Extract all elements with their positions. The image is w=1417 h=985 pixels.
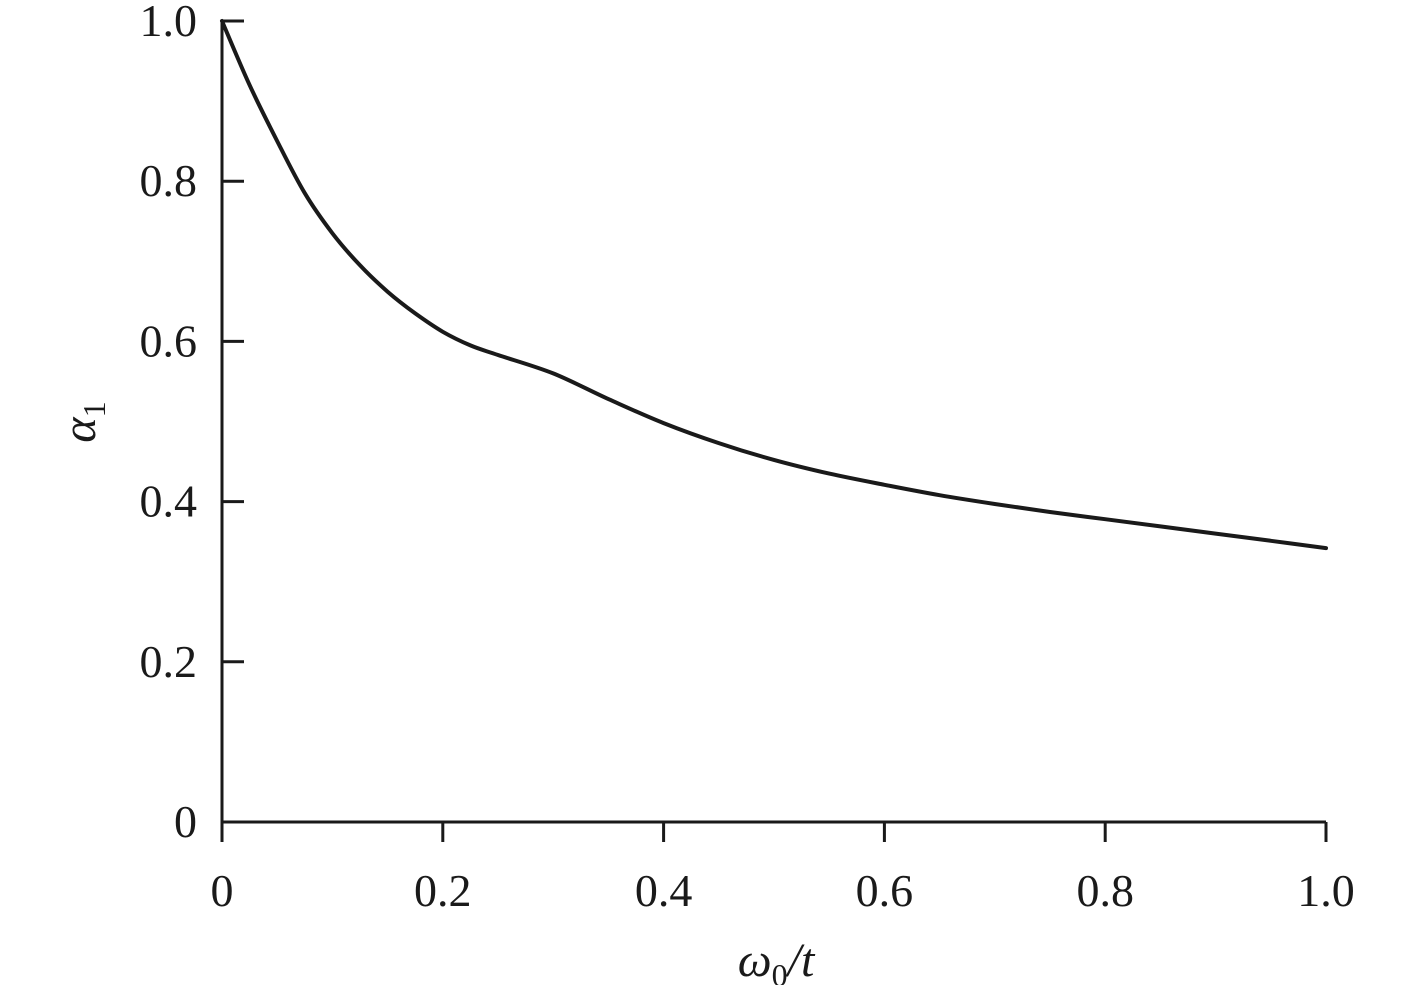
x-tick-label: 0.4 xyxy=(635,865,693,916)
x-axis-title-main: ω xyxy=(738,934,772,985)
y-axis-title-subscript: 1 xyxy=(76,401,112,417)
y-tick-label: 0.4 xyxy=(140,476,198,527)
x-axis-title-tail: /t xyxy=(785,934,816,985)
x-tick-label: 1.0 xyxy=(1297,865,1355,916)
x-axis-title: ω0/t xyxy=(738,934,816,985)
series-line xyxy=(220,19,1328,551)
y-axis-title: α1 xyxy=(53,401,112,442)
y-tick-label: 0.2 xyxy=(140,636,198,687)
y-tick-label: 0 xyxy=(174,796,197,847)
y-axis: 0 0.2 0.4 0.6 0.8 1.0 xyxy=(140,0,244,847)
x-tick-label: 0.6 xyxy=(856,865,914,916)
x-axis: 0 0.2 0.4 0.6 0.8 1.0 xyxy=(211,820,1355,916)
x-axis-title-subscript: 0 xyxy=(772,957,788,985)
x-tick-label: 0 xyxy=(211,865,234,916)
y-tick-label: 0.8 xyxy=(140,155,198,206)
x-tick-label: 0.8 xyxy=(1076,865,1134,916)
x-tick-label: 0.2 xyxy=(414,865,472,916)
y-tick-label: 1.0 xyxy=(140,0,198,46)
y-tick-label: 0.6 xyxy=(140,315,198,366)
plot-area xyxy=(220,19,1328,551)
y-axis-title-main: α xyxy=(53,417,106,443)
